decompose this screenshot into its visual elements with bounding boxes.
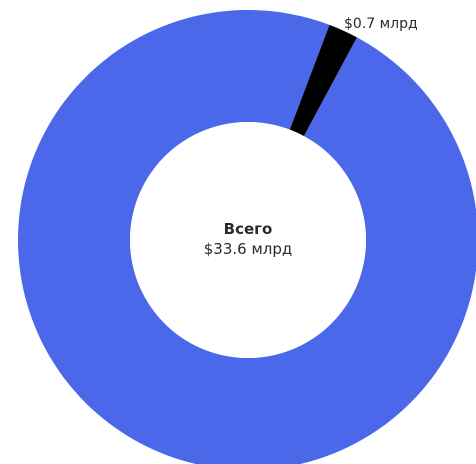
- donut-slice-1: [18, 10, 476, 464]
- donut-slice-2: [289, 24, 357, 137]
- donut-hole: [130, 122, 366, 358]
- center-total-value: $33.6 млрд: [204, 240, 293, 258]
- center-total-label: Всего: [224, 220, 273, 238]
- slice-label: $0.7 млрд: [344, 16, 418, 32]
- donut-slices: [18, 10, 476, 464]
